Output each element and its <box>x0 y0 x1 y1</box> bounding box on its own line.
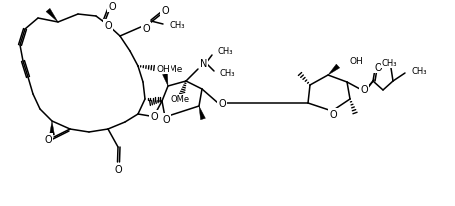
Text: CH₃: CH₃ <box>217 47 233 56</box>
Text: O: O <box>142 24 150 34</box>
Text: O: O <box>114 164 122 174</box>
Text: CH₃: CH₃ <box>381 59 397 68</box>
Text: N: N <box>200 59 207 69</box>
Text: O: O <box>360 85 368 95</box>
Text: OH: OH <box>156 65 170 74</box>
Polygon shape <box>328 65 340 76</box>
Text: O: O <box>374 63 382 73</box>
Polygon shape <box>199 107 205 120</box>
Text: O: O <box>104 21 112 31</box>
Polygon shape <box>46 9 58 23</box>
Polygon shape <box>50 121 55 135</box>
Text: CH₃: CH₃ <box>412 67 428 76</box>
Text: O: O <box>108 2 116 12</box>
Polygon shape <box>162 74 168 87</box>
Text: OMe: OMe <box>170 95 189 104</box>
Text: O: O <box>150 111 158 121</box>
Text: CH₃: CH₃ <box>169 21 184 30</box>
Text: O: O <box>161 6 169 16</box>
Text: O: O <box>44 134 52 144</box>
Text: O: O <box>329 109 337 119</box>
Text: OH: OH <box>350 57 364 66</box>
Text: O: O <box>218 98 226 109</box>
Text: O: O <box>162 115 170 124</box>
Text: OMe: OMe <box>162 64 182 73</box>
Text: CH₃: CH₃ <box>219 68 234 77</box>
